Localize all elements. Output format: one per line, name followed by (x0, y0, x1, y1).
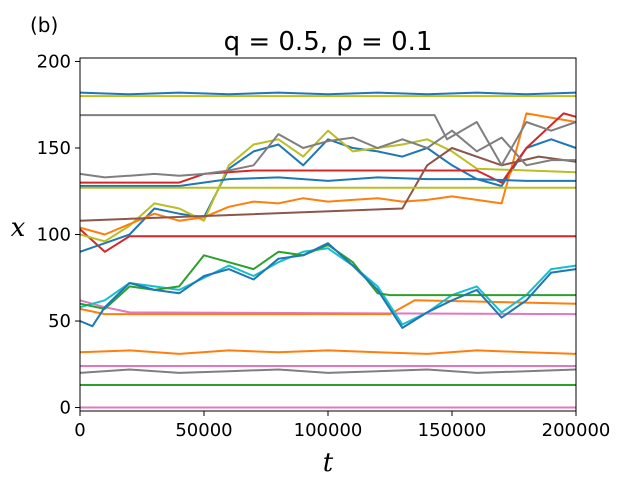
y-tick-label-1: 50 (48, 311, 71, 332)
series-line-16 (79, 147, 577, 222)
series-line-13 (79, 112, 577, 236)
x-tick-label-4: 200000 (542, 420, 611, 441)
x-tick-label-3: 150000 (418, 420, 487, 441)
series-line-7 (79, 247, 577, 326)
series-line-8 (79, 243, 576, 310)
series-line-19 (80, 114, 577, 167)
y-tick-label-3: 150 (37, 138, 71, 159)
x-tick-label-0: 0 (74, 420, 85, 441)
series-line-11 (79, 138, 577, 253)
panel-label: (b) (30, 13, 58, 37)
series-line-18 (79, 129, 576, 179)
x-tick-label-1: 50000 (175, 420, 232, 441)
series-line-21 (79, 91, 577, 96)
series-line-2 (79, 368, 577, 374)
chart-title: q = 0.5, ρ = 0.1 (224, 27, 433, 57)
series-line-14 (80, 112, 577, 184)
series-line-9 (79, 242, 577, 329)
series-line-10 (79, 228, 576, 253)
y-tick-label-0: 0 (60, 398, 71, 419)
x-tick-label-2: 100000 (294, 420, 363, 441)
tick-layer: 0 50000 100000 150000 200000 0 50 100 150 200 (37, 51, 611, 441)
series-line-6 (79, 299, 577, 316)
series-layer (79, 91, 577, 409)
x-axis-title: t (323, 448, 334, 478)
y-tick-label-4: 200 (37, 51, 71, 72)
y-tick-label-2: 100 (37, 225, 71, 246)
series-line-15 (80, 176, 576, 187)
series-line-4 (79, 349, 577, 355)
plot-frame (79, 57, 577, 412)
series-line-12 (79, 129, 577, 243)
y-axis-title: x (11, 213, 26, 243)
